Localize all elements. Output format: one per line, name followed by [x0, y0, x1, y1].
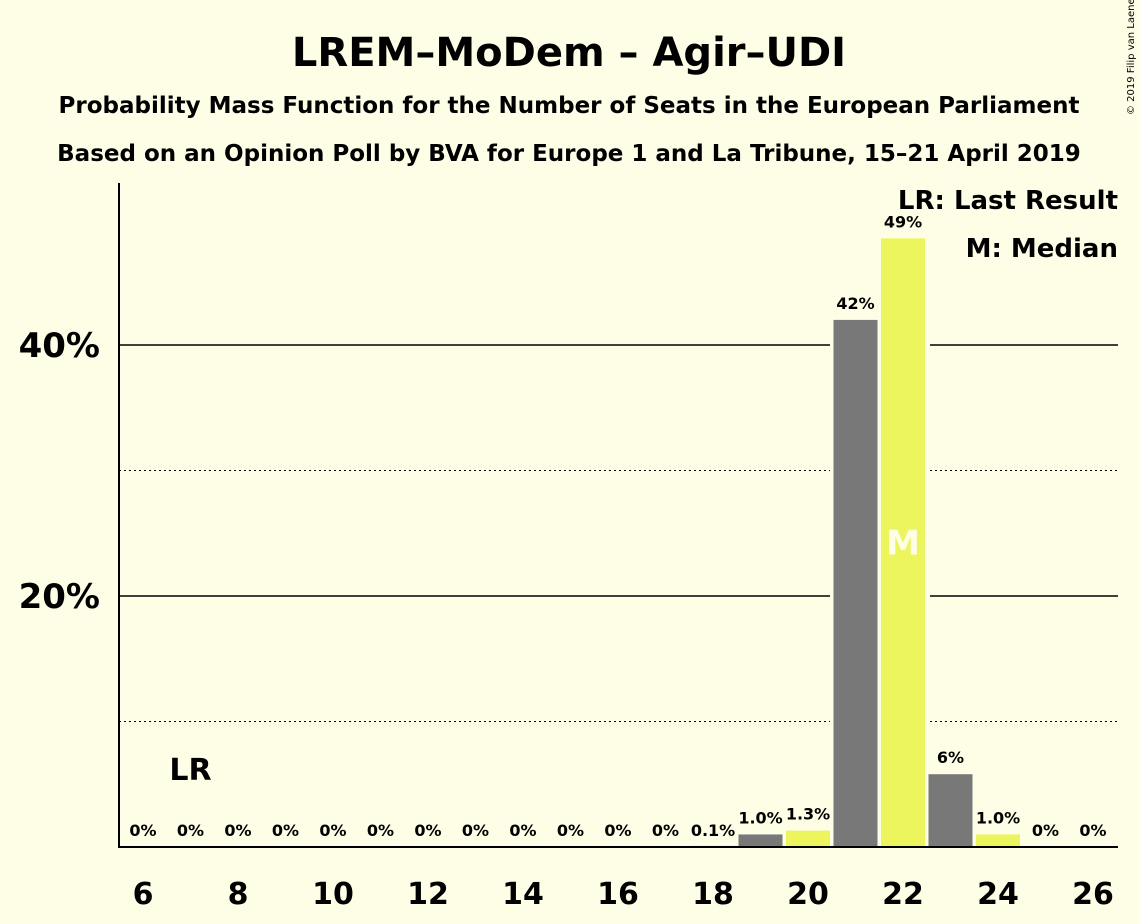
data-label-seat-14: 0% — [509, 821, 536, 840]
median-marker: M — [886, 524, 920, 564]
data-label-seat-24: 1.0% — [976, 808, 1020, 827]
data-label-seat-9: 0% — [272, 821, 299, 840]
x-tick-label: 8 — [228, 877, 249, 912]
legend-last-result: LR: Last Result — [898, 186, 1118, 216]
x-tick-label: 26 — [1072, 877, 1114, 912]
data-label-seat-19: 1.0% — [738, 808, 782, 827]
bars — [691, 238, 1020, 847]
data-label-seat-18: 0.1% — [691, 821, 735, 840]
data-label-seat-6: 0% — [129, 821, 156, 840]
data-label-seat-22: 49% — [884, 212, 922, 231]
x-tick-label: 12 — [407, 877, 449, 912]
bar-seat-24 — [976, 834, 1020, 847]
data-label-seat-20: 1.3% — [786, 805, 830, 824]
data-label-seat-26: 0% — [1079, 821, 1106, 840]
copyright-notice: © 2019 Filip van Laenen — [1126, 0, 1137, 115]
gridlines — [119, 344, 1118, 722]
chart-title: LREM–MoDem – Agir–UDI — [292, 30, 846, 76]
y-tick-label: 40% — [19, 326, 100, 366]
data-label-seat-10: 0% — [319, 821, 346, 840]
data-label-seat-15: 0% — [557, 821, 584, 840]
data-label-seat-7: 0% — [177, 821, 204, 840]
x-tick-label: 16 — [597, 877, 639, 912]
data-label-seat-23: 6% — [937, 748, 964, 767]
data-labels: 0% 0% 0% 0% 0% 0% 0% 0% 0% 0% 0% 0% 0.1%1.0% 1.3%42%4… — [129, 212, 1106, 840]
data-label-seat-12: 0% — [414, 821, 441, 840]
bar-seat-20 — [786, 830, 830, 847]
chart-subtitle-1: Probability Mass Function for the Number… — [59, 93, 1080, 119]
x-tick-label: 22 — [882, 877, 924, 912]
x-tick-label: 6 — [133, 877, 154, 912]
bar-seat-19 — [738, 834, 783, 847]
data-label-seat-16: 0% — [604, 821, 631, 840]
data-label-seat-17: 0% — [652, 821, 679, 840]
bar-seat-21 — [833, 319, 878, 847]
x-tick-label: 18 — [692, 877, 734, 912]
bar-seat-22 — [881, 238, 925, 847]
chart-subtitle-2: Based on an Opinion Poll by BVA for Euro… — [57, 141, 1081, 167]
y-tick-label: 20% — [19, 577, 100, 617]
last-result-marker: LR — [169, 753, 211, 788]
x-tick-label: 24 — [977, 877, 1019, 912]
axes: 20% 40% 6 8 10 12 14 16 18 20 22 24 26 — [19, 183, 1118, 912]
x-tick-label: 14 — [502, 877, 544, 912]
data-label-seat-8: 0% — [224, 821, 251, 840]
data-label-seat-25: 0% — [1032, 821, 1059, 840]
x-tick-label: 20 — [787, 877, 829, 912]
x-tick-label: 10 — [312, 877, 354, 912]
bar-seat-23 — [928, 774, 973, 847]
data-label-seat-21: 42% — [836, 294, 874, 313]
legend-median: M: Median — [966, 234, 1118, 264]
data-label-seat-13: 0% — [462, 821, 489, 840]
data-label-seat-11: 0% — [367, 821, 394, 840]
